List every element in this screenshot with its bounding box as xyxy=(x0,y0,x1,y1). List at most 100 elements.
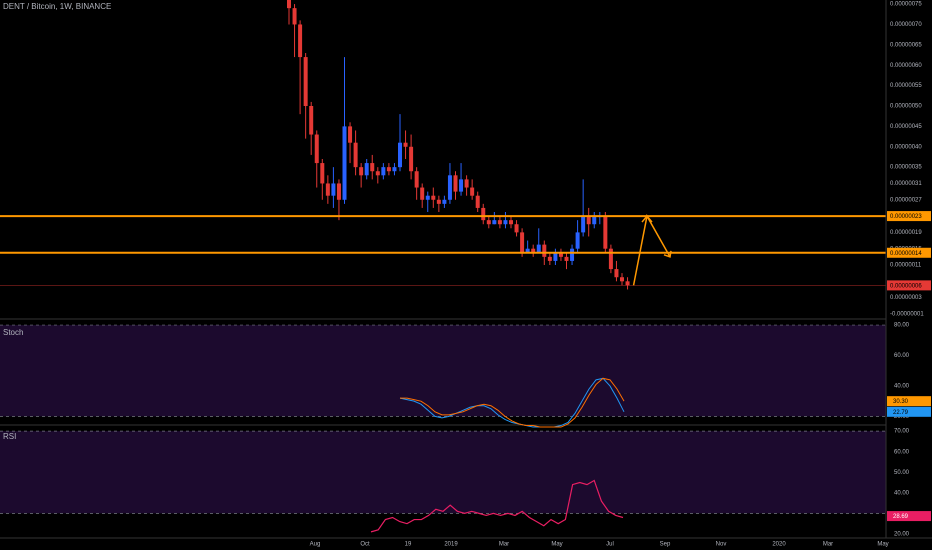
candle-body xyxy=(525,248,530,253)
stoch-d-line xyxy=(400,377,625,428)
candle-body xyxy=(442,199,447,204)
time-axis-tick: Mar xyxy=(499,542,509,548)
candle-body xyxy=(464,179,469,188)
rsi-pane-label: RSI xyxy=(3,432,17,441)
rsi-axis-tick: 20.00 xyxy=(894,532,910,538)
candle-body xyxy=(575,232,580,249)
rsi-value-tag xyxy=(887,511,931,522)
stoch-k-line xyxy=(399,377,625,428)
candle-body xyxy=(497,220,502,225)
candle-body xyxy=(603,216,608,249)
price-tag-label: 0.00000023 xyxy=(890,214,922,220)
time-axis-tick: May xyxy=(877,542,888,548)
candle-body xyxy=(309,106,314,135)
price-axis-tick: 0.00000070 xyxy=(890,22,922,28)
candle-body xyxy=(325,183,330,196)
candle-body xyxy=(364,163,369,176)
candle-body xyxy=(342,126,347,200)
candle-body xyxy=(486,220,491,225)
candle-body xyxy=(564,256,569,261)
candle-body xyxy=(314,134,319,164)
candle-body xyxy=(581,216,586,233)
candle-body xyxy=(359,167,364,176)
stoch-value-tag xyxy=(887,406,931,417)
price-axis-tick: 0.00000027 xyxy=(890,197,922,203)
candle-body xyxy=(381,167,386,176)
candle-body xyxy=(586,216,591,225)
stoch-value-label: 22.79 xyxy=(893,410,909,416)
rsi-axis-tick: 70.00 xyxy=(894,429,910,435)
candle-body xyxy=(331,183,336,196)
price-axis-tick: 0.00000060 xyxy=(890,63,922,69)
candle-body xyxy=(520,232,525,253)
rsi-line xyxy=(370,479,624,533)
candle-body xyxy=(370,163,375,172)
candle-body xyxy=(542,244,547,257)
candle-body xyxy=(514,224,519,233)
stoch-band xyxy=(0,325,886,417)
candle-body xyxy=(447,175,452,200)
rsi-axis-tick: 50.00 xyxy=(894,470,910,476)
candle-body xyxy=(392,167,397,172)
time-axis-tick: Nov xyxy=(716,542,727,548)
rsi-axis-tick: 60.00 xyxy=(894,449,910,455)
candle-body xyxy=(414,171,419,188)
candle-body xyxy=(620,277,624,282)
candle-body xyxy=(425,195,430,200)
candle-body xyxy=(614,269,619,278)
projection-path xyxy=(632,213,671,286)
candle-body xyxy=(570,248,575,261)
candle-body xyxy=(553,252,558,261)
candle-body xyxy=(303,57,308,106)
candle-body xyxy=(353,142,358,168)
candle-body xyxy=(592,216,597,225)
time-axis-tick: Sep xyxy=(660,542,671,548)
candle-body xyxy=(320,163,325,184)
price-axis-tick: 0.00000055 xyxy=(890,83,922,89)
arrow-head-down xyxy=(663,250,672,258)
candle-body xyxy=(608,248,613,270)
candle-body xyxy=(625,281,630,286)
candle-body xyxy=(509,220,513,225)
candle-body xyxy=(492,220,497,225)
price-axis-tick: 0.00000019 xyxy=(890,230,922,236)
candle-body xyxy=(336,183,341,200)
rsi-band xyxy=(0,431,886,514)
price-tag-label: 0.00000006 xyxy=(890,283,922,289)
candle-body xyxy=(536,244,541,253)
candle-body xyxy=(503,220,508,225)
price-axis-tick: 0.00000040 xyxy=(890,144,922,150)
candle-body xyxy=(398,142,402,168)
time-axis-tick: 2020 xyxy=(772,542,786,548)
candle-body xyxy=(475,195,480,208)
price-axis-tick: 0.00000045 xyxy=(890,124,922,130)
time-axis-tick: Aug xyxy=(310,542,321,548)
price-axis-tick: 0.00000065 xyxy=(890,42,922,48)
price-tag-box xyxy=(887,280,931,291)
stoch-axis-tick: 20.00 xyxy=(894,414,910,420)
candle-body xyxy=(531,248,536,253)
price-tag-box xyxy=(887,211,931,222)
price-axis-tick: 0.00000050 xyxy=(890,104,922,110)
stoch-axis-tick: 80.00 xyxy=(894,323,910,329)
time-axis-tick: Mar xyxy=(823,542,833,548)
candle-body xyxy=(386,167,391,172)
candle-body xyxy=(558,252,563,257)
price-axis-tick: 0.00000075 xyxy=(890,2,922,8)
stoch-value-label: 30.30 xyxy=(893,399,909,405)
candle-body xyxy=(436,199,441,204)
candle-body xyxy=(481,207,486,221)
price-axis-tick: -0.00000001 xyxy=(890,312,924,318)
rsi-axis-tick: 40.00 xyxy=(894,490,910,496)
candle-body xyxy=(409,146,414,172)
candle-body xyxy=(298,24,303,58)
candle-body xyxy=(292,8,297,25)
price-axis-tick: 0.00000031 xyxy=(890,181,922,187)
candle-body xyxy=(459,179,464,192)
candle-body xyxy=(287,0,291,9)
rsi-value-label: 28.69 xyxy=(893,514,909,520)
price-axis-tick: 0.00000003 xyxy=(890,295,922,301)
candle-body xyxy=(403,142,408,147)
stoch-axis-tick: 60.00 xyxy=(894,353,910,359)
